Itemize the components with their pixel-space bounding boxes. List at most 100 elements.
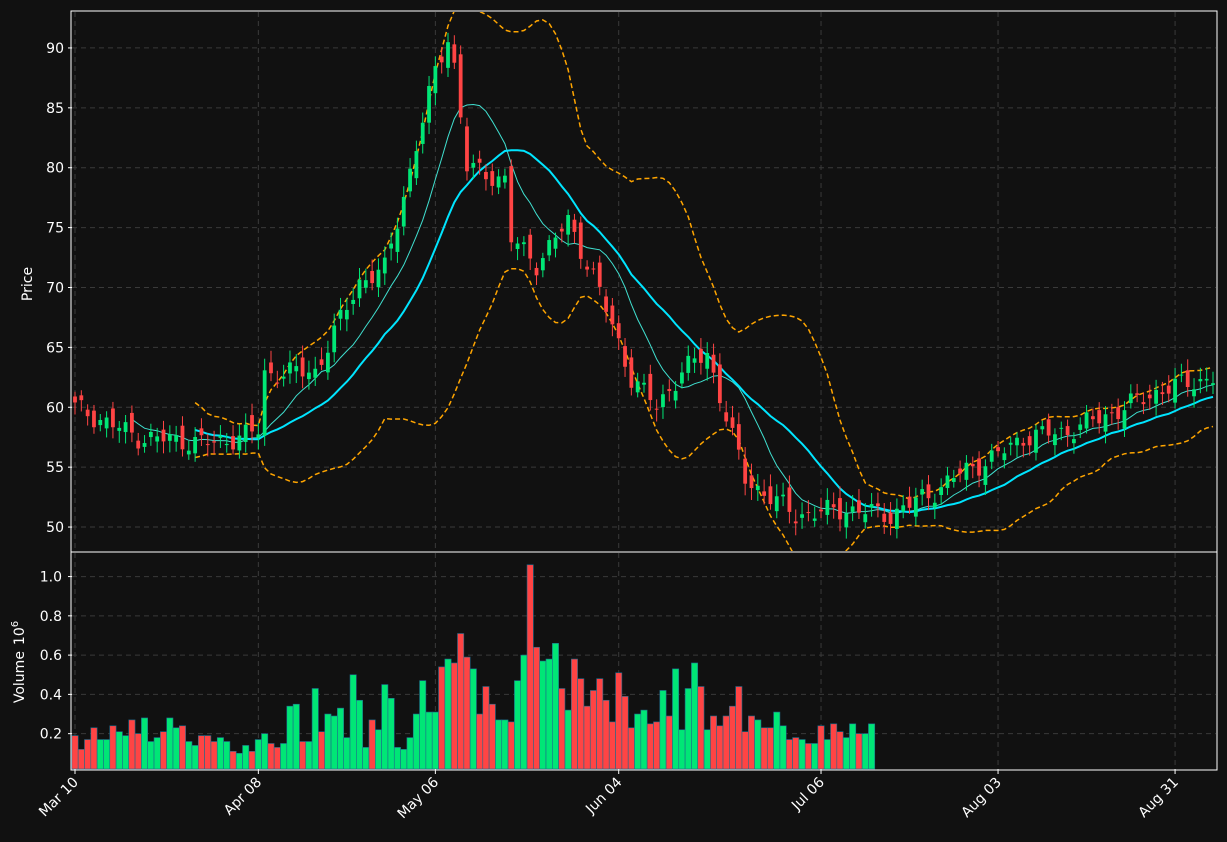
candle-body (1078, 424, 1083, 430)
candle-body (446, 42, 450, 68)
volume-bar (286, 705, 294, 770)
candle-body (781, 494, 785, 497)
volume-bar (191, 745, 199, 770)
volume-bar (337, 707, 344, 770)
candle-body (977, 458, 981, 476)
volume-bar (697, 686, 705, 770)
candle-body (250, 415, 254, 432)
candle-body (452, 44, 457, 63)
candle-body (79, 395, 84, 401)
candle-body (1002, 453, 1007, 461)
price-overlays (131, 12, 1214, 551)
candle-body (142, 443, 147, 447)
candle-body (136, 440, 141, 449)
candle-body (465, 126, 469, 172)
volume-bar (665, 715, 673, 770)
volume-bar (798, 739, 806, 770)
volume-bar (109, 725, 117, 770)
candle-body (793, 521, 798, 524)
volume-bar (514, 680, 522, 770)
candle-body (743, 458, 748, 484)
volume-bar (412, 713, 420, 770)
candle-body (503, 175, 507, 183)
candle-body (667, 389, 672, 392)
candle-body (857, 500, 861, 513)
volume-bar (659, 690, 667, 770)
volume-bar (501, 719, 509, 770)
volume-bar (292, 703, 300, 770)
candle-body (572, 219, 577, 232)
volume-bar (299, 741, 307, 770)
candle-body (370, 270, 375, 284)
candle-body (167, 434, 172, 441)
volume-bar (216, 737, 224, 770)
price-ytick-label: 65 (46, 340, 64, 356)
candle-body (787, 487, 792, 512)
volume-bar (469, 668, 477, 770)
candle-body (844, 513, 849, 528)
volume-bar (463, 656, 471, 770)
candle-body (262, 370, 267, 436)
candle-body (730, 417, 735, 428)
candle-body (762, 491, 767, 496)
candle-body (1128, 393, 1133, 404)
price-candles (73, 32, 1215, 539)
candle-body (736, 424, 741, 450)
volume-bar (773, 711, 781, 770)
volume-bar (204, 735, 212, 770)
candle-body (642, 382, 646, 385)
volume-bar (349, 674, 357, 770)
volume-bar (476, 713, 484, 770)
volume-bar (849, 723, 857, 770)
candle-body (1053, 434, 1057, 446)
candle-body (578, 222, 583, 259)
candle-body (1065, 426, 1070, 436)
volume-bar (804, 743, 812, 770)
candle-body (534, 267, 539, 276)
volume-bar (703, 729, 711, 770)
volume-axis-scale-base: 10 (12, 627, 28, 645)
candle-body (623, 346, 627, 367)
volume-bar (748, 715, 755, 770)
volume-panel-frame (70, 551, 1218, 771)
candle-body (218, 435, 223, 438)
candle-body (344, 309, 349, 320)
candle-body (907, 496, 912, 508)
candle-body (661, 394, 665, 408)
volume-bar (507, 721, 515, 770)
candle-body (819, 509, 823, 512)
candle-body (1040, 426, 1045, 430)
volume-bar (495, 719, 503, 770)
volume-bar (179, 725, 186, 770)
bollinger-lower-line (194, 267, 1214, 551)
volume-bar (387, 698, 395, 770)
candle-body (585, 266, 589, 270)
volume-bar (722, 715, 730, 770)
volume-bar (172, 727, 180, 770)
volume-bar (678, 729, 686, 770)
candle-body (559, 228, 564, 232)
volume-bar (729, 705, 736, 770)
candle-body (193, 436, 198, 454)
candle-body (654, 408, 659, 410)
volume-bar (842, 737, 850, 770)
volume-bar (457, 633, 465, 770)
candle-body (629, 357, 634, 388)
candle-body (243, 424, 248, 442)
candle-body (774, 496, 779, 512)
candle-body (1097, 410, 1102, 424)
volume-ytick-label: 0.4 (40, 687, 62, 703)
candle-body (680, 372, 684, 384)
volume-bar (141, 717, 149, 770)
candle-body (686, 355, 691, 373)
candle-body (357, 279, 362, 299)
candle-body (699, 348, 703, 363)
volume-bar (539, 660, 547, 770)
candle-body (256, 434, 261, 438)
candle-body (288, 362, 292, 374)
candle-body (901, 505, 906, 512)
candle-body (705, 353, 710, 369)
candle-body (888, 512, 893, 524)
candle-body (566, 215, 571, 235)
